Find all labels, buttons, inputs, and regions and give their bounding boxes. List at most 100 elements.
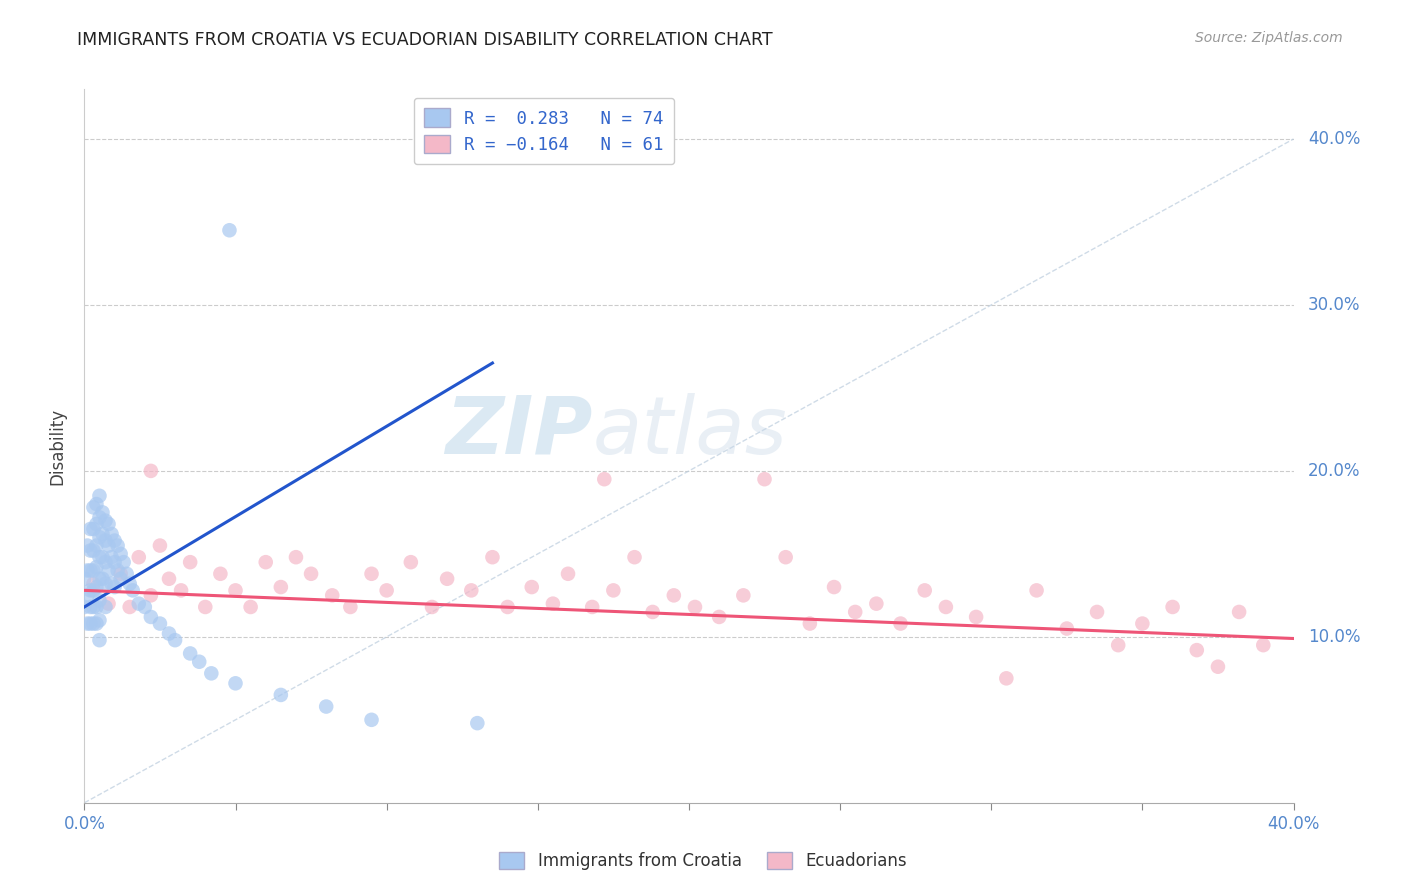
Point xyxy=(79,564,101,578)
Point xyxy=(79,583,101,598)
Point xyxy=(754,472,776,486)
Point xyxy=(79,522,101,536)
Point xyxy=(662,588,685,602)
Point xyxy=(76,564,98,578)
Point xyxy=(360,713,382,727)
Point xyxy=(179,555,201,569)
Point xyxy=(76,616,98,631)
Point xyxy=(100,576,122,591)
Point xyxy=(100,550,122,565)
Point xyxy=(91,527,114,541)
Point xyxy=(89,489,111,503)
Point xyxy=(285,550,308,565)
Point xyxy=(82,576,104,591)
Point xyxy=(225,676,247,690)
Text: atlas: atlas xyxy=(592,392,787,471)
Point xyxy=(79,599,101,614)
Point xyxy=(97,539,120,553)
Point xyxy=(865,597,887,611)
Point xyxy=(225,583,247,598)
Text: 10.0%: 10.0% xyxy=(1308,628,1361,646)
Point xyxy=(94,555,117,569)
Point xyxy=(76,539,98,553)
Point xyxy=(94,514,117,528)
Point xyxy=(218,223,240,237)
Point xyxy=(128,550,150,565)
Point xyxy=(104,533,127,548)
Point xyxy=(775,550,797,565)
Point xyxy=(315,699,337,714)
Point xyxy=(179,647,201,661)
Point xyxy=(399,555,422,569)
Point xyxy=(82,616,104,631)
Point xyxy=(602,583,624,598)
Point xyxy=(270,688,292,702)
Point xyxy=(581,599,603,614)
Point xyxy=(799,616,821,631)
Point xyxy=(1206,659,1229,673)
Point xyxy=(86,497,108,511)
Point xyxy=(139,464,162,478)
Point xyxy=(82,564,104,578)
Point xyxy=(97,597,120,611)
Legend: Immigrants from Croatia, Ecuadorians: Immigrants from Croatia, Ecuadorians xyxy=(492,845,914,877)
Point xyxy=(467,716,489,731)
Point xyxy=(270,580,292,594)
Point xyxy=(97,564,120,578)
Point xyxy=(194,599,217,614)
Point xyxy=(76,588,98,602)
Point xyxy=(823,580,845,594)
Text: Source: ZipAtlas.com: Source: ZipAtlas.com xyxy=(1195,31,1343,45)
Point xyxy=(541,597,564,611)
Point xyxy=(89,510,111,524)
Point xyxy=(89,613,111,627)
Point xyxy=(1185,643,1208,657)
Point xyxy=(115,566,138,581)
Point xyxy=(104,555,127,569)
Point xyxy=(496,599,519,614)
Point xyxy=(121,583,143,598)
Point xyxy=(107,564,129,578)
Point xyxy=(86,516,108,531)
Point xyxy=(79,616,101,631)
Point xyxy=(321,588,343,602)
Point xyxy=(94,599,117,614)
Point xyxy=(139,610,162,624)
Point xyxy=(97,516,120,531)
Point xyxy=(360,566,382,581)
Point xyxy=(165,633,187,648)
Point xyxy=(89,530,111,544)
Point xyxy=(91,550,114,565)
Point xyxy=(1227,605,1250,619)
Point xyxy=(139,588,162,602)
Point xyxy=(844,605,866,619)
Point xyxy=(641,605,664,619)
Point xyxy=(1085,605,1108,619)
Point xyxy=(481,550,503,565)
Point xyxy=(733,588,755,602)
Point xyxy=(89,572,111,586)
Point xyxy=(188,655,211,669)
Point xyxy=(1161,599,1184,614)
Point xyxy=(110,547,132,561)
Point xyxy=(73,572,96,586)
Point xyxy=(254,555,277,569)
Point xyxy=(118,576,141,591)
Point xyxy=(1056,622,1078,636)
Point xyxy=(1253,638,1275,652)
Point xyxy=(557,566,579,581)
Point xyxy=(128,597,150,611)
Point xyxy=(82,522,104,536)
Point xyxy=(965,610,987,624)
Point xyxy=(890,616,912,631)
Point xyxy=(94,533,117,548)
Point xyxy=(157,626,180,640)
Point xyxy=(107,539,129,553)
Point xyxy=(110,572,132,586)
Point xyxy=(420,599,443,614)
Point xyxy=(104,580,127,594)
Point xyxy=(157,572,180,586)
Point xyxy=(82,599,104,614)
Legend: R =  0.283   N = 74, R = −0.164   N = 61: R = 0.283 N = 74, R = −0.164 N = 61 xyxy=(413,98,673,164)
Point xyxy=(1107,638,1129,652)
